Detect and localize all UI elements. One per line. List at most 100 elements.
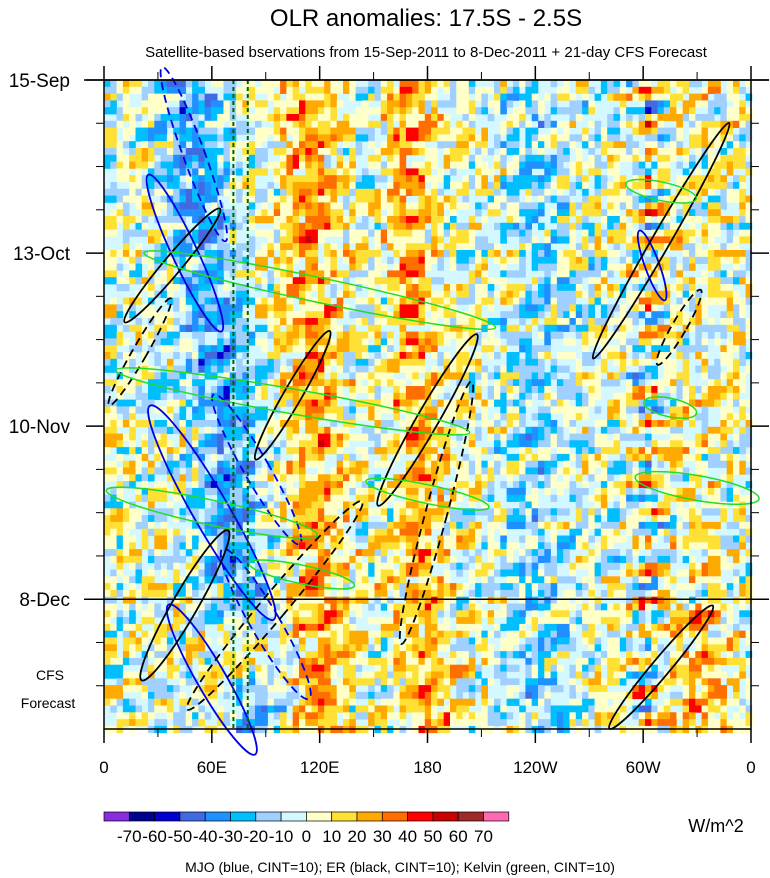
field-cell xyxy=(292,426,300,434)
field-cell xyxy=(361,236,369,244)
field-cell xyxy=(361,474,369,482)
field-cell xyxy=(305,154,312,162)
field-cell xyxy=(475,413,482,421)
field-cell xyxy=(355,372,363,380)
field-cell xyxy=(242,474,249,482)
field-cell xyxy=(229,528,237,536)
field-cell xyxy=(481,501,488,509)
field-cell xyxy=(267,453,275,462)
field-cell xyxy=(399,678,407,686)
field-cell xyxy=(450,644,457,652)
field-cell xyxy=(286,127,293,135)
field-cell xyxy=(393,127,400,135)
field-cell xyxy=(349,596,356,604)
field-cell xyxy=(336,277,344,285)
field-cell xyxy=(179,324,187,332)
field-cell xyxy=(166,420,174,428)
field-cell xyxy=(198,467,205,475)
field-cell xyxy=(405,338,413,346)
field-cell xyxy=(217,318,224,326)
field-cell xyxy=(223,487,231,496)
field-cell xyxy=(475,188,482,196)
field-cell xyxy=(481,508,488,516)
field-cell xyxy=(192,637,199,645)
field-cell xyxy=(160,331,168,339)
field-cell xyxy=(399,256,407,264)
field-cell xyxy=(148,209,155,217)
field-cell xyxy=(305,460,312,468)
field-cell xyxy=(110,521,117,530)
field-cell xyxy=(255,705,262,713)
field-cell xyxy=(368,297,375,305)
field-cell xyxy=(494,569,501,577)
field-cell xyxy=(160,630,168,638)
field-cell xyxy=(286,243,293,251)
field-cell xyxy=(248,236,256,244)
field-cell xyxy=(380,481,388,489)
field-cell xyxy=(204,671,212,679)
field-cell xyxy=(468,467,476,475)
field-cell xyxy=(129,433,136,441)
field-cell xyxy=(500,515,507,523)
field-cell xyxy=(210,440,218,448)
field-cell xyxy=(148,426,155,434)
field-cell xyxy=(380,222,388,230)
field-cell xyxy=(330,664,337,672)
field-cell xyxy=(311,379,319,387)
field-cell xyxy=(393,521,400,530)
field-cell xyxy=(286,345,293,353)
field-cell xyxy=(110,576,117,584)
field-cell xyxy=(236,141,243,149)
field-cell xyxy=(116,691,124,700)
field-cell xyxy=(399,304,407,312)
field-cell xyxy=(443,596,451,604)
field-cell xyxy=(462,127,470,135)
field-cell xyxy=(450,453,457,462)
field-cell xyxy=(154,114,161,122)
field-cell xyxy=(399,365,407,373)
field-cell xyxy=(299,508,306,516)
field-cell xyxy=(336,610,344,618)
field-cell xyxy=(129,535,136,543)
field-cell xyxy=(336,168,344,176)
field-cell xyxy=(343,161,350,169)
field-cell xyxy=(424,420,432,428)
field-cell xyxy=(487,86,495,94)
field-cell xyxy=(217,596,224,604)
field-cell xyxy=(506,256,514,264)
field-cell xyxy=(399,589,407,598)
field-cell xyxy=(368,277,375,285)
field-cell xyxy=(104,433,111,441)
field-cell xyxy=(343,596,350,604)
field-cell xyxy=(273,352,281,360)
field-cell xyxy=(286,236,293,244)
field-cell xyxy=(343,562,350,570)
field-cell xyxy=(135,277,143,285)
field-cell xyxy=(236,243,243,251)
field-cell xyxy=(135,460,143,468)
field-cell xyxy=(336,290,344,298)
field-cell xyxy=(280,216,287,224)
field-cell xyxy=(393,86,400,94)
field-cell xyxy=(405,277,413,285)
field-cell xyxy=(412,719,419,727)
field-cell xyxy=(160,542,168,550)
field-cell xyxy=(160,420,168,428)
field-cell xyxy=(506,610,514,618)
field-cell xyxy=(349,460,356,468)
field-cell xyxy=(361,657,369,666)
field-cell xyxy=(122,630,130,638)
field-cell xyxy=(104,549,111,557)
field-cell xyxy=(481,270,488,278)
field-cell xyxy=(223,100,231,108)
field-cell xyxy=(110,528,117,536)
field-cell xyxy=(236,596,243,604)
field-cell xyxy=(475,447,482,455)
field-cell xyxy=(437,134,444,142)
field-cell xyxy=(242,603,249,611)
field-cell xyxy=(512,86,520,94)
field-cell xyxy=(424,188,432,196)
field-cell xyxy=(387,712,394,720)
field-cell xyxy=(387,86,394,94)
field-cell xyxy=(468,610,476,618)
